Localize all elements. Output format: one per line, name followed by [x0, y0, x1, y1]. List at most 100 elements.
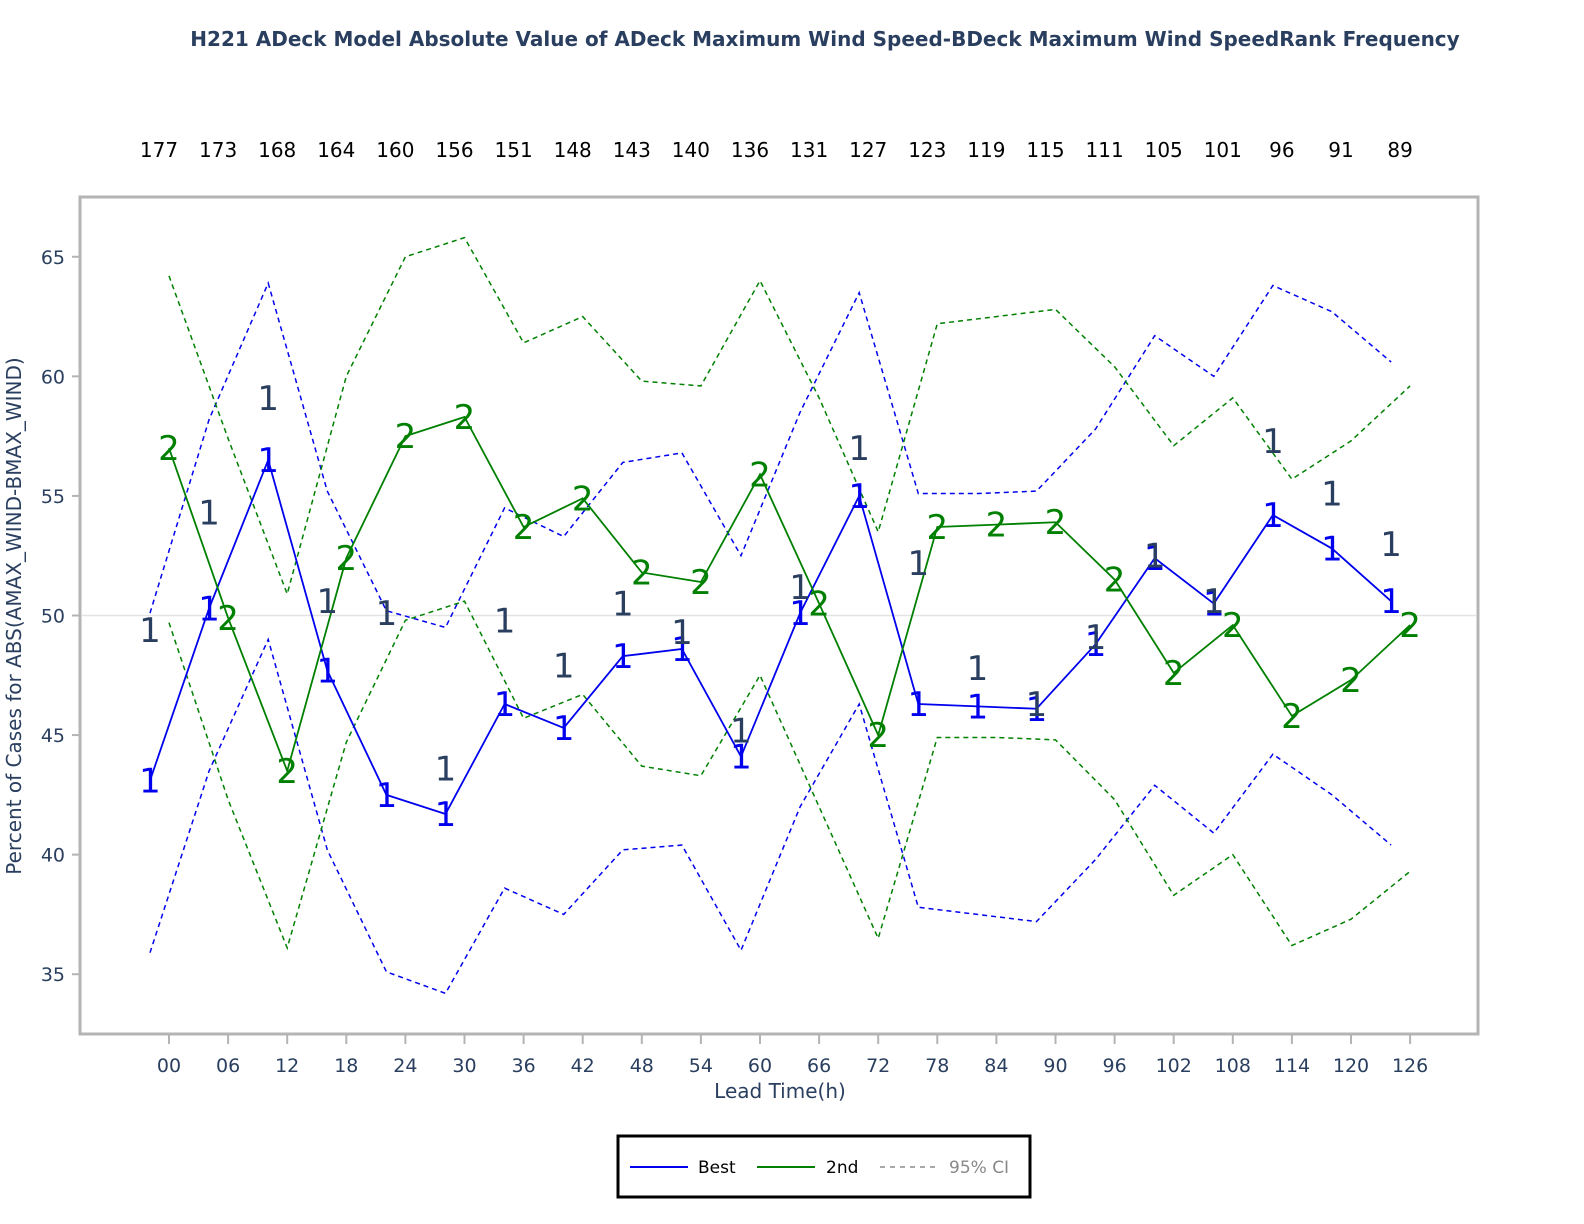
- other-rank-marker: 1: [848, 429, 870, 469]
- case-count-label: 115: [1026, 138, 1064, 162]
- second-marker: 2: [1163, 654, 1185, 694]
- second-marker: 2: [631, 553, 653, 593]
- case-count-label: 119: [967, 138, 1005, 162]
- x-tick-label: 96: [1103, 1055, 1127, 1077]
- second-marker: 2: [454, 398, 476, 438]
- second-series-line: [168, 415, 1411, 774]
- x-tick-label: 114: [1274, 1055, 1310, 1077]
- other-rank-marker: 1: [1321, 475, 1343, 515]
- case-count-label: 173: [199, 138, 237, 162]
- second-marker: 2: [335, 539, 357, 579]
- second-marker: 2: [926, 508, 948, 548]
- case-count-label: 143: [613, 138, 651, 162]
- second-marker: 2: [1281, 697, 1303, 737]
- best-ci-upper-line: [149, 280, 1392, 629]
- case-count-label: 140: [672, 138, 710, 162]
- case-count-label: 123: [908, 138, 946, 162]
- second-marker: 2: [1222, 606, 1244, 646]
- best-series-line: [149, 457, 1392, 816]
- x-tick-label: 12: [275, 1055, 299, 1077]
- x-tick-label: 48: [630, 1055, 654, 1077]
- x-axis-ticks: 00 06 12 18 24 30 36 42 48 54 60 66 72 78 84 90 96 102 108…: [157, 1034, 1428, 1077]
- other-rank-marker: 1: [907, 544, 929, 584]
- best-marker: 1: [671, 630, 693, 670]
- case-count-label: 151: [495, 138, 533, 162]
- case-count-label: 89: [1387, 138, 1412, 162]
- second-marker: 2: [217, 599, 239, 639]
- case-count-label: 168: [258, 138, 296, 162]
- series-lines: [149, 415, 1411, 816]
- best-marker: 1: [789, 594, 811, 634]
- other-rank-marker: 1: [1085, 618, 1107, 658]
- second-marker: 2: [1340, 661, 1362, 701]
- case-count-label: 148: [554, 138, 592, 162]
- case-count-label: 164: [317, 138, 355, 162]
- y-tick-label: 60: [41, 366, 65, 388]
- y-tick-label: 40: [41, 845, 65, 867]
- second-marker: 2: [276, 752, 298, 792]
- x-tick-label: 06: [216, 1055, 240, 1077]
- other-rank-marker: 1: [139, 611, 161, 651]
- x-tick-label: 36: [512, 1055, 536, 1077]
- x-tick-label: 18: [334, 1055, 358, 1077]
- other-rank-marker: 1: [435, 750, 457, 790]
- case-count-label: 160: [376, 138, 414, 162]
- x-tick-label: 54: [689, 1055, 713, 1077]
- best-marker: 1: [1380, 582, 1402, 622]
- best-marker: 1: [376, 776, 398, 816]
- best-marker: 1: [494, 685, 516, 725]
- other-rank-marker: 1: [198, 494, 220, 534]
- x-tick-label: 120: [1333, 1055, 1369, 1077]
- 2nd-ci-upper-line: [168, 236, 1411, 597]
- y-tick-label: 50: [41, 606, 65, 628]
- other-rank-marker: 1: [730, 711, 752, 751]
- case-count-label: 131: [790, 138, 828, 162]
- legend-ci-label: 95% CI: [949, 1158, 1009, 1178]
- other-rank-marker: 1: [553, 647, 575, 687]
- y-axis-title: Percent of Cases for ABS(AMAX_WIND-BMAX_…: [2, 357, 26, 874]
- y-tick-label: 55: [41, 486, 65, 508]
- best-marker: 1: [730, 738, 752, 778]
- best-marker: 1: [257, 441, 279, 481]
- other-rank-marker: 1: [1262, 422, 1284, 462]
- y-axis-ticks: 35 40 45 50 55 60 65: [41, 247, 80, 986]
- best-marker: 1: [198, 589, 220, 629]
- x-axis-title: Lead Time(h): [714, 1079, 846, 1103]
- case-count-label: 177: [140, 138, 178, 162]
- legend-2nd-label: 2nd: [826, 1158, 858, 1178]
- second-marker: 2: [808, 585, 830, 625]
- x-tick-label: 126: [1392, 1055, 1428, 1077]
- x-tick-label: 66: [807, 1055, 831, 1077]
- x-tick-label: 72: [866, 1055, 890, 1077]
- other-rank-marker: 1: [1144, 537, 1166, 577]
- case-count-label: 91: [1328, 138, 1353, 162]
- confidence-interval-lines: [149, 236, 1411, 995]
- best-marker: 1: [1321, 530, 1343, 570]
- second-marker: 2: [395, 417, 417, 457]
- case-count-label: 111: [1086, 138, 1124, 162]
- best-marker: 1: [316, 652, 338, 692]
- legend: Best 2nd 95% CI: [616, 1134, 1032, 1199]
- best-marker: 1: [1026, 690, 1048, 730]
- best-marker: 1: [967, 687, 989, 727]
- other-rank-marker: 1: [612, 585, 634, 625]
- other-rank-marker: 1: [316, 582, 338, 622]
- other-rank-marker: 1: [789, 568, 811, 608]
- case-count-label: 136: [731, 138, 769, 162]
- second-marker: 2: [749, 455, 771, 495]
- best-marker: 1: [435, 795, 457, 835]
- second-marker: 2: [867, 716, 889, 756]
- case-count-label: 156: [435, 138, 473, 162]
- y-tick-label: 45: [41, 725, 65, 747]
- other-rank-marker: 1: [257, 379, 279, 419]
- best-ci-lower-line: [149, 637, 1392, 995]
- chart-title: H221 ADeck Model Absolute Value of ADeck…: [190, 27, 1459, 51]
- best-marker: 1: [907, 685, 929, 725]
- other-rank-marker: 1: [1026, 685, 1048, 725]
- second-marker: 2: [158, 429, 180, 469]
- other-rank-marker: 1: [967, 649, 989, 689]
- case-count-label: 105: [1145, 138, 1183, 162]
- 2nd-ci-lower-line: [168, 600, 1411, 951]
- second-marker: 2: [690, 563, 712, 603]
